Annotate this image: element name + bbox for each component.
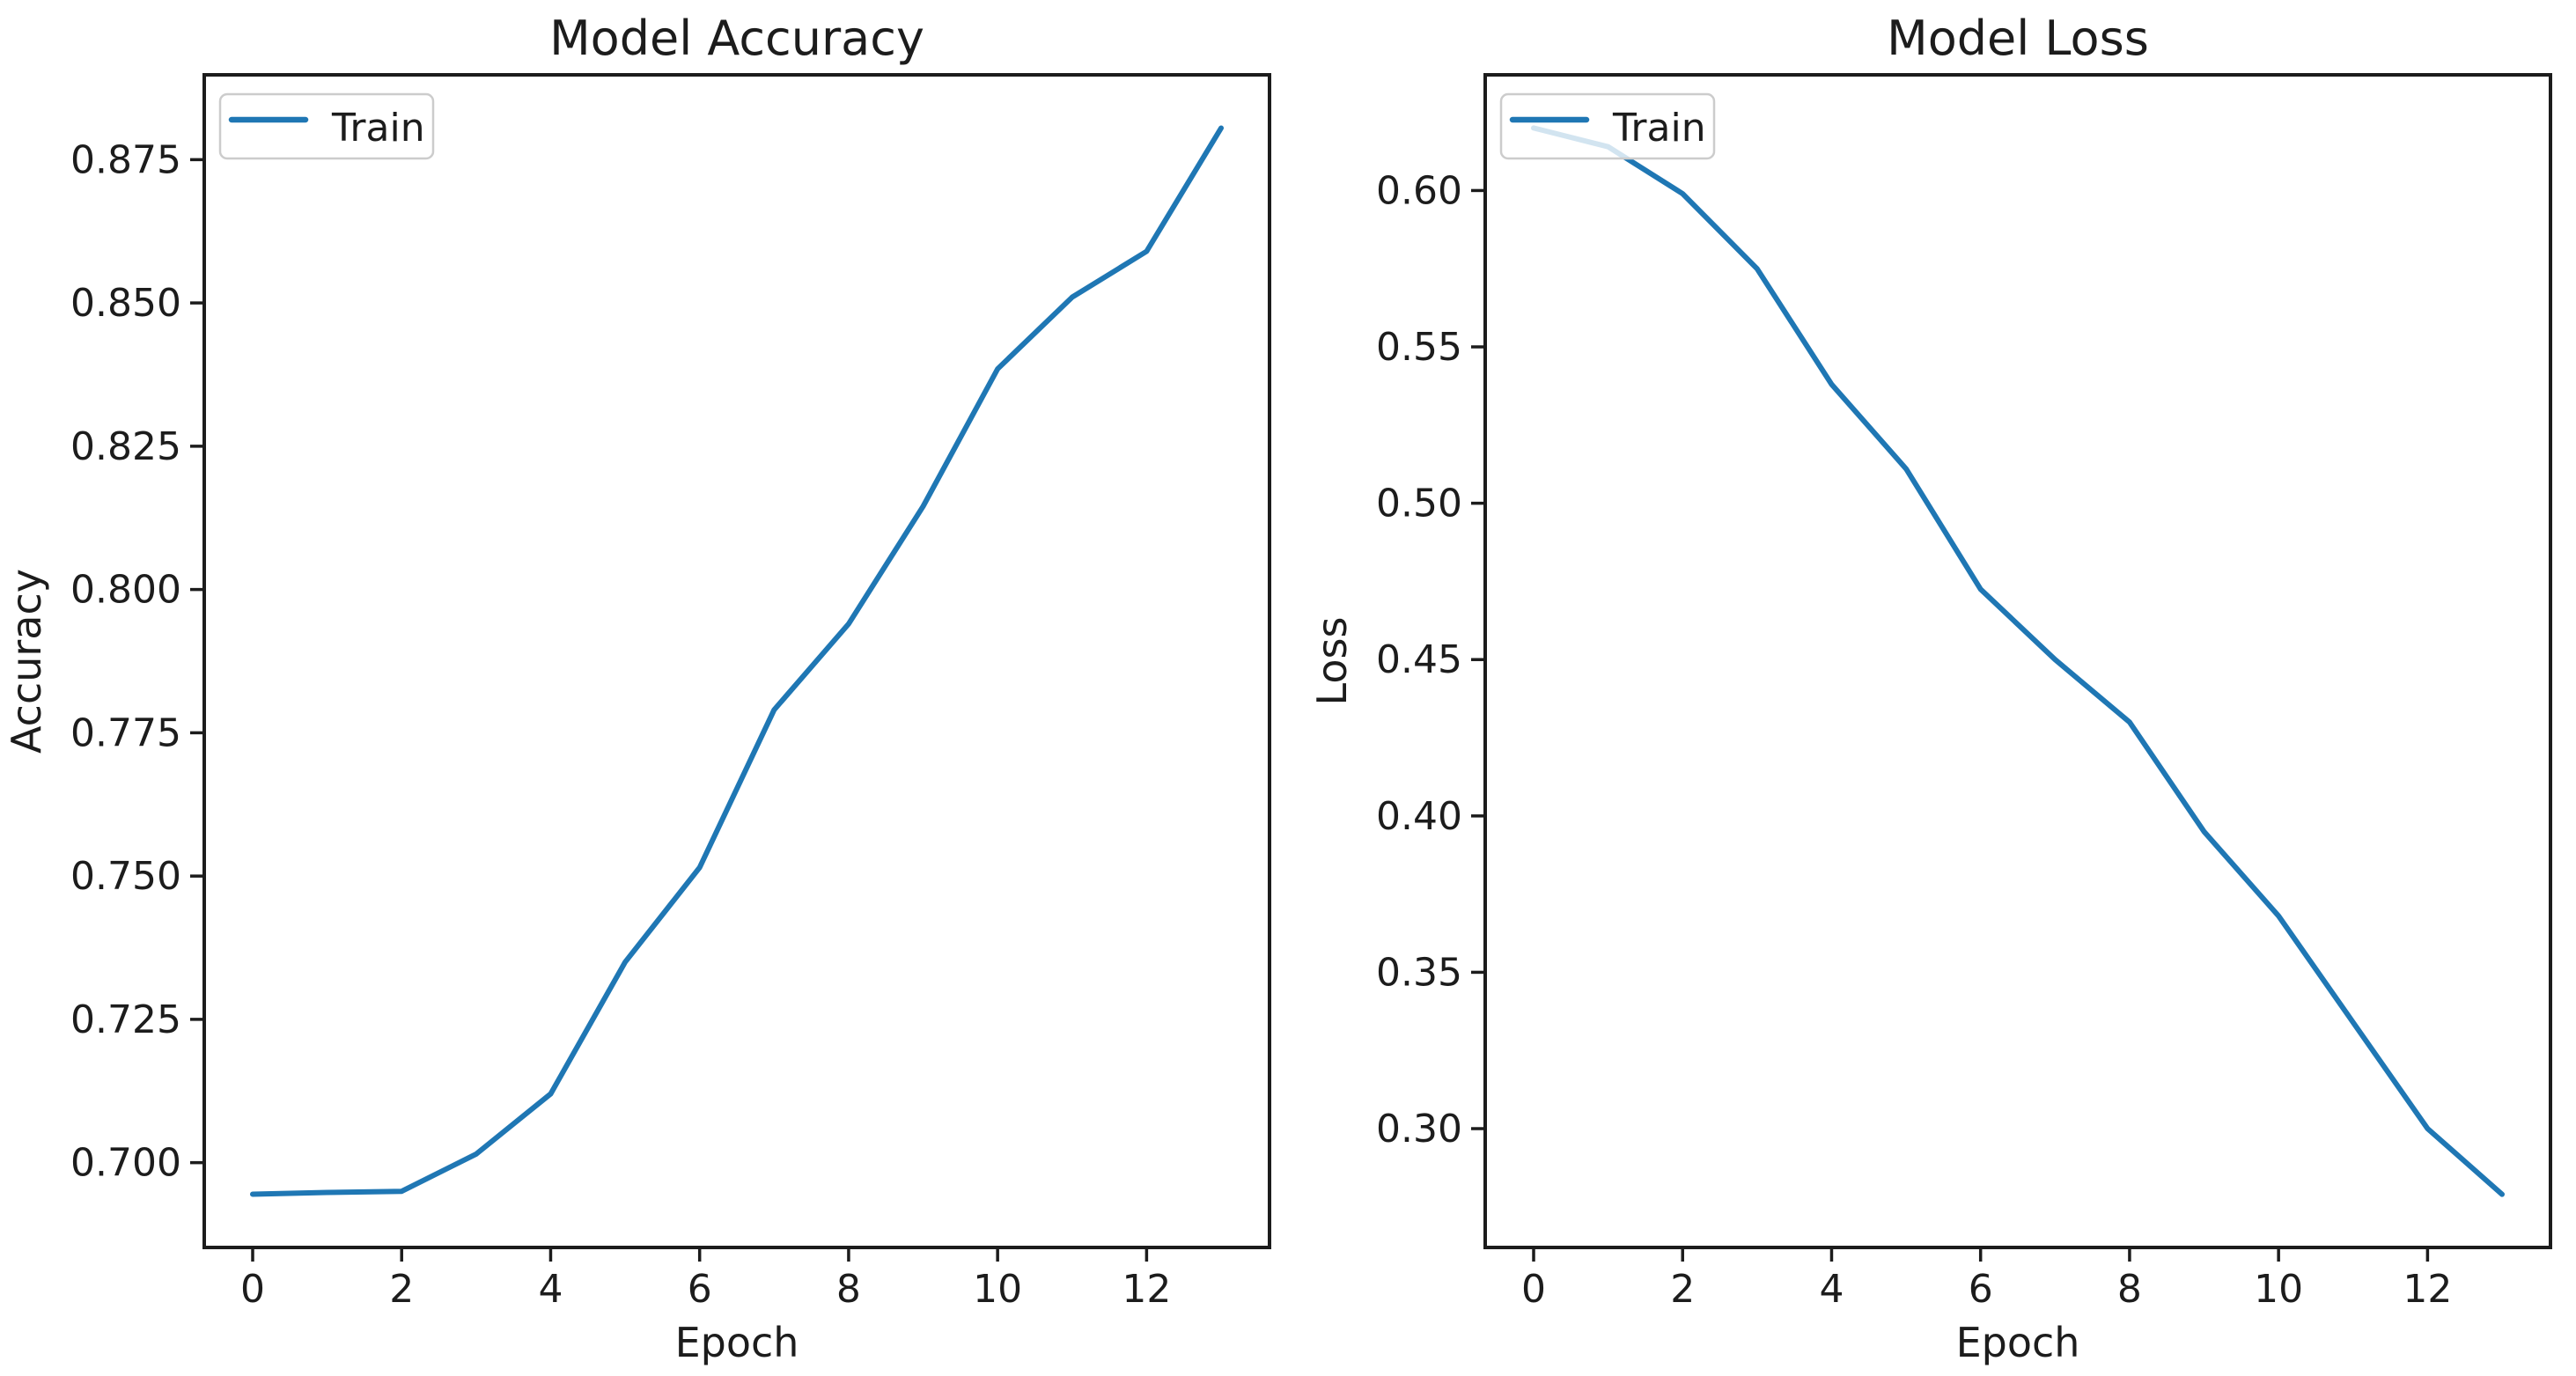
y-tick-label: 0.40 bbox=[1376, 794, 1462, 839]
loss-legend-label: Train bbox=[1612, 106, 1706, 151]
y-tick-label: 0.35 bbox=[1376, 950, 1462, 995]
loss-axes-box bbox=[1483, 73, 2552, 1249]
loss-train-line bbox=[1531, 125, 2505, 1197]
y-tick-label: 0.50 bbox=[1376, 482, 1462, 526]
x-tick-label: 12 bbox=[1122, 1267, 1171, 1312]
loss-x-axis-label: Epoch bbox=[1956, 1319, 2080, 1366]
y-tick-label: 0.800 bbox=[70, 568, 181, 613]
model-accuracy-chart: 0 2 4 6 8 10 12 0.700 0.725 0.750 0.775 0.800 0.825 0… bbox=[3, 11, 1271, 1366]
y-tick-label: 0.725 bbox=[70, 997, 181, 1042]
x-tick-label: 0 bbox=[1521, 1267, 1546, 1312]
y-tick-label: 0.45 bbox=[1376, 637, 1462, 682]
x-tick-label: 8 bbox=[2117, 1267, 2142, 1312]
loss-title: Model Loss bbox=[1887, 11, 2149, 66]
y-tick-label: 0.60 bbox=[1376, 168, 1462, 213]
accuracy-legend-box bbox=[218, 92, 435, 160]
y-tick-label: 0.850 bbox=[70, 281, 181, 326]
x-tick-label: 4 bbox=[1819, 1267, 1844, 1312]
y-tick-label: 0.825 bbox=[70, 424, 181, 469]
x-tick-label: 12 bbox=[2403, 1267, 2452, 1312]
accuracy-x-axis-label: Epoch bbox=[675, 1319, 799, 1366]
x-tick-label: 6 bbox=[688, 1267, 712, 1312]
accuracy-y-axis-label: Accuracy bbox=[3, 569, 50, 754]
loss-chart-canvas: 0 2 4 6 8 10 12 0.30 0.35 0.40 0.45 0.50 0.55 0.60 Mod… bbox=[1308, 11, 2552, 1366]
x-tick-label: 2 bbox=[389, 1267, 414, 1312]
y-tick-label: 0.55 bbox=[1376, 325, 1462, 370]
accuracy-axes-box bbox=[202, 73, 1271, 1249]
x-tick-label: 10 bbox=[973, 1267, 1022, 1312]
x-tick-label: 8 bbox=[836, 1267, 861, 1312]
x-tick-label: 2 bbox=[1670, 1267, 1695, 1312]
x-tick-label: 4 bbox=[538, 1267, 563, 1312]
loss-legend-box bbox=[1499, 92, 1716, 160]
loss-y-axis-label: Loss bbox=[1308, 617, 1356, 706]
x-tick-label: 6 bbox=[1969, 1267, 1993, 1312]
y-tick-label: 0.700 bbox=[70, 1141, 181, 1186]
y-tick-label: 0.875 bbox=[70, 137, 181, 182]
x-tick-label: 0 bbox=[240, 1267, 265, 1312]
accuracy-chart-canvas: 0 2 4 6 8 10 12 0.700 0.725 0.750 0.775 0.800 0.825 0… bbox=[3, 11, 1271, 1366]
model-loss-chart: 0 2 4 6 8 10 12 0.30 0.35 0.40 0.45 0.50 0.55 0.60 Mod… bbox=[1288, 0, 2576, 1376]
accuracy-title: Model Accuracy bbox=[549, 11, 924, 66]
y-tick-label: 0.30 bbox=[1376, 1107, 1462, 1152]
x-tick-label: 10 bbox=[2254, 1267, 2303, 1312]
accuracy-legend-label: Train bbox=[331, 106, 425, 151]
y-tick-label: 0.750 bbox=[70, 854, 181, 899]
accuracy-train-line bbox=[250, 125, 1224, 1197]
y-tick-label: 0.775 bbox=[70, 710, 181, 755]
